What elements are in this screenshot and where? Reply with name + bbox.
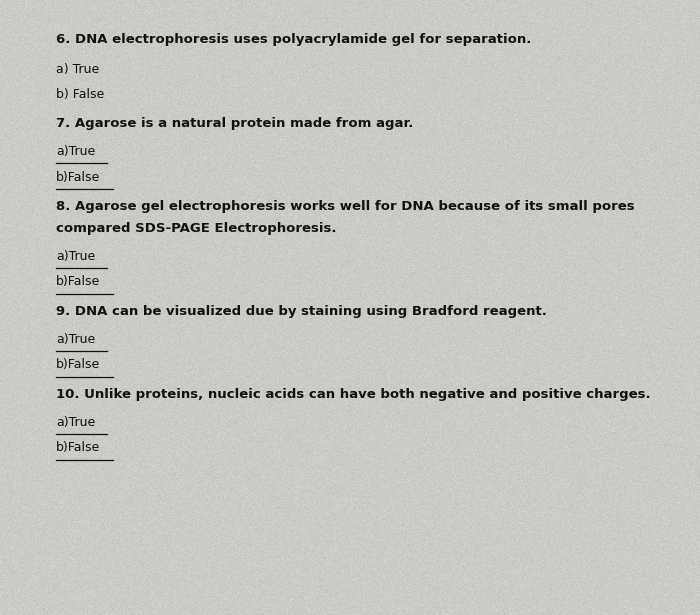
Text: b)False: b)False: [56, 276, 100, 288]
Text: compared SDS-PAGE Electrophoresis.: compared SDS-PAGE Electrophoresis.: [56, 223, 337, 236]
Text: b) False: b) False: [56, 89, 104, 101]
Text: a)True: a)True: [56, 416, 95, 429]
Text: a)True: a)True: [56, 333, 95, 346]
Text: b)False: b)False: [56, 171, 100, 184]
Text: 6. DNA electrophoresis uses polyacrylamide gel for separation.: 6. DNA electrophoresis uses polyacrylami…: [56, 33, 531, 46]
Text: b)False: b)False: [56, 442, 100, 454]
Text: a) True: a) True: [56, 63, 99, 76]
Text: a)True: a)True: [56, 145, 95, 158]
Text: b)False: b)False: [56, 359, 100, 371]
Text: 7. Agarose is a natural protein made from agar.: 7. Agarose is a natural protein made fro…: [56, 117, 414, 130]
Text: 8. Agarose gel electrophoresis works well for DNA because of its small pores: 8. Agarose gel electrophoresis works wel…: [56, 200, 635, 213]
Text: 10. Unlike proteins, nucleic acids can have both negative and positive charges.: 10. Unlike proteins, nucleic acids can h…: [56, 388, 650, 401]
Text: 9. DNA can be visualized due by staining using Bradford reagent.: 9. DNA can be visualized due by staining…: [56, 305, 547, 318]
Text: a)True: a)True: [56, 250, 95, 263]
